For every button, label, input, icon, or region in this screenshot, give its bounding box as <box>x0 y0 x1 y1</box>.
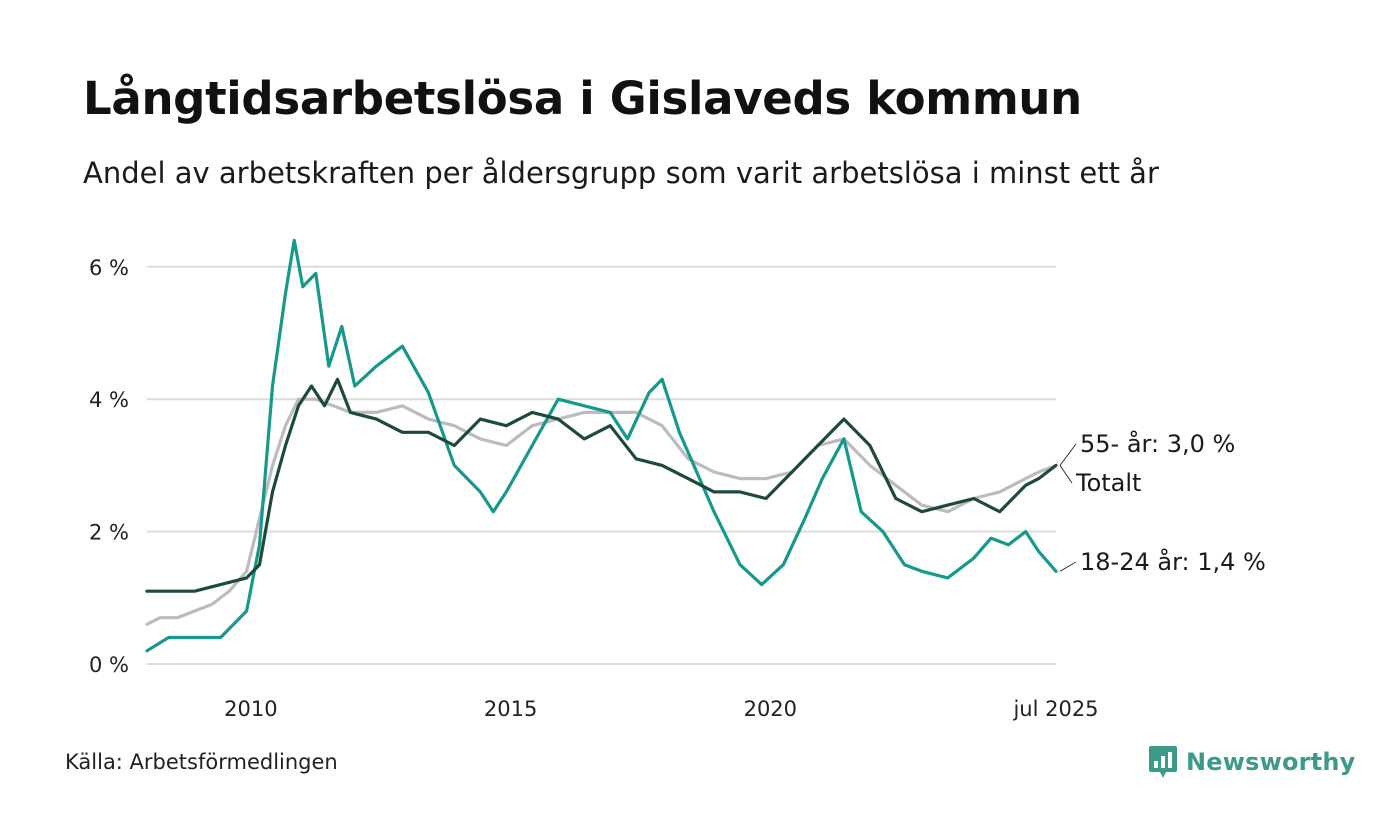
series-end-label: 18-24 år: 1,4 % <box>1080 547 1266 576</box>
x-tick-label: jul 2025 <box>1012 697 1098 721</box>
end-labels: 55- år: 3,0 % 18-24 år: 1,4 % Totalt <box>1059 429 1266 576</box>
x-tick-label: 2010 <box>224 697 277 721</box>
y-axis-ticks: 0 % 2 % 4 % 6 % <box>89 256 129 677</box>
series-end-label: Totalt <box>1075 469 1141 497</box>
y-tick-label: 2 % <box>89 521 129 545</box>
label-leader-line <box>1059 443 1077 466</box>
series-line <box>145 238 1058 653</box>
chart-subtitle: Andel av arbetskraften per åldersgrupp s… <box>83 156 1159 190</box>
series-lines <box>145 238 1058 653</box>
brand-logo: Newsworthy <box>1148 744 1356 780</box>
label-leader-line <box>1059 465 1073 484</box>
series-line <box>145 377 1058 593</box>
label-leader-line <box>1059 561 1077 572</box>
y-tick-label: 6 % <box>89 256 129 280</box>
grid-lines <box>147 265 1056 665</box>
y-tick-label: 0 % <box>89 653 129 677</box>
newsworthy-logo-icon <box>1149 746 1177 778</box>
y-tick-label: 4 % <box>89 388 129 412</box>
x-axis-ticks: 2010 2015 2020 jul 2025 <box>224 697 1098 721</box>
brand-name: Newsworthy <box>1186 748 1356 776</box>
x-tick-label: 2015 <box>484 697 537 721</box>
chart-title: Långtidsarbetslösa i Gislaveds kommun <box>83 72 1082 125</box>
x-tick-label: 2020 <box>744 697 797 721</box>
series-end-label: 55- år: 3,0 % <box>1080 429 1235 458</box>
source-note: Källa: Arbetsförmedlingen <box>65 750 338 774</box>
